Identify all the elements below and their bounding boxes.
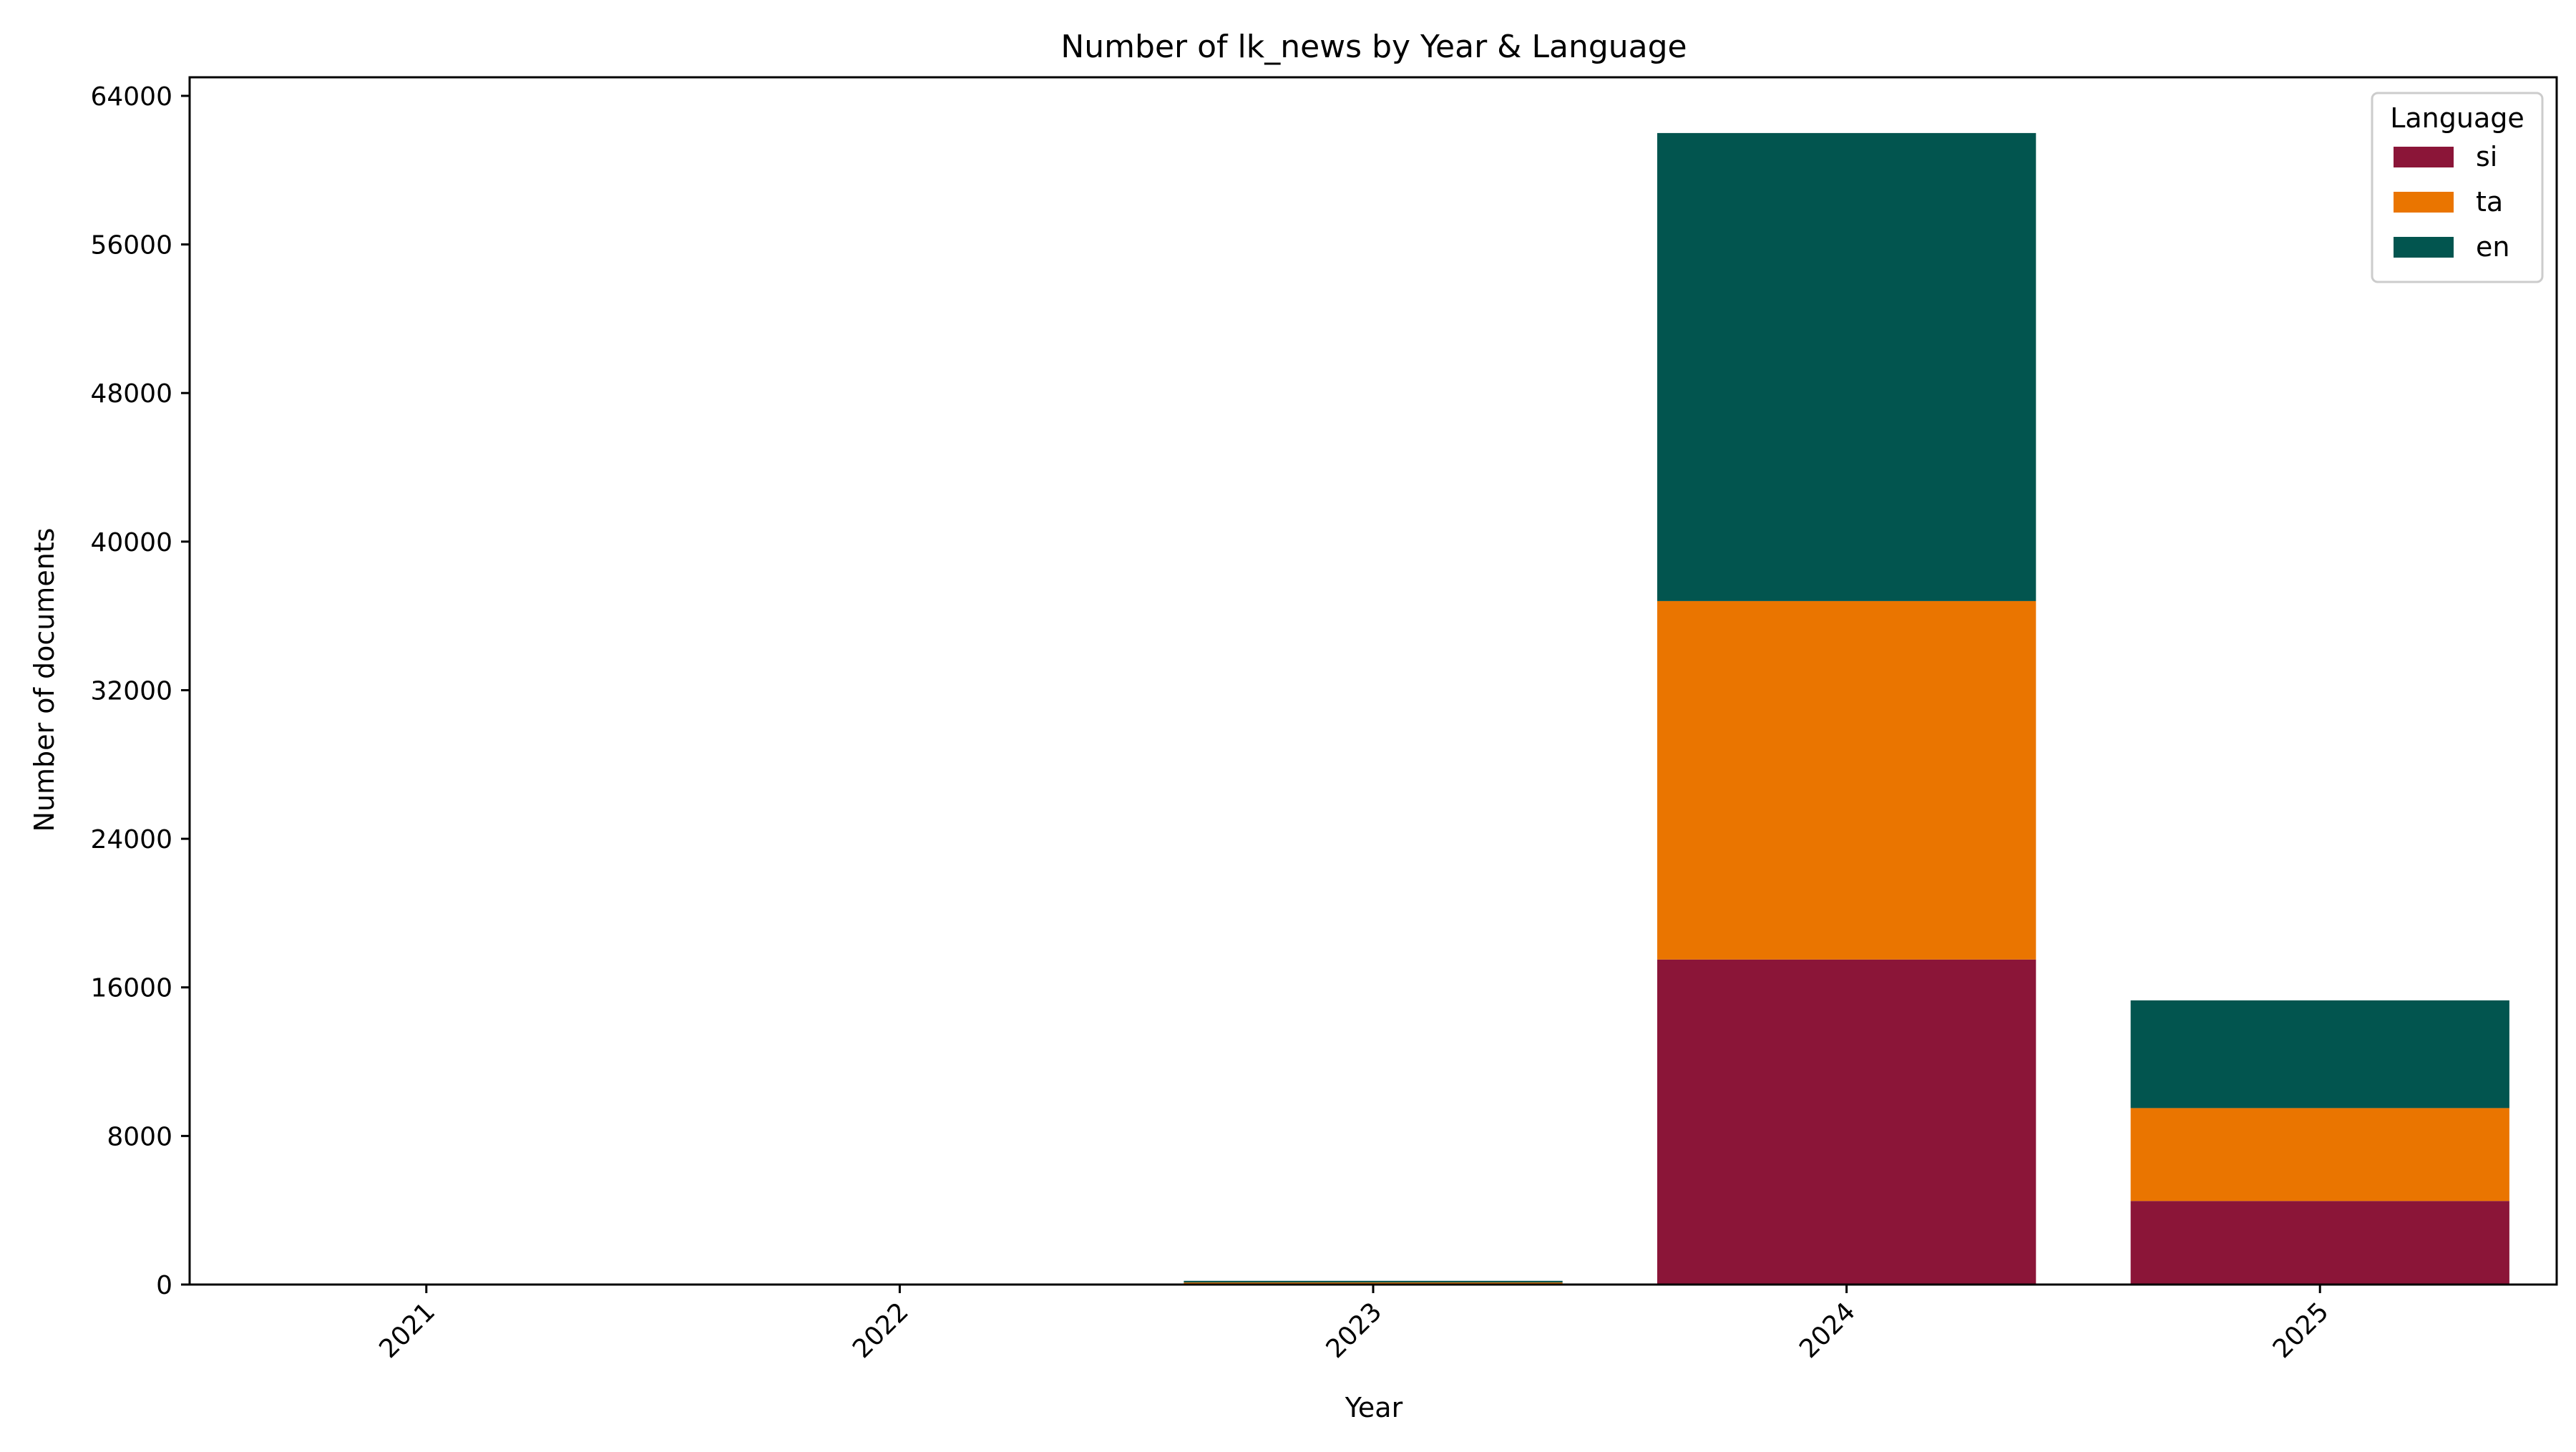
legend-swatch-ta: [2394, 192, 2454, 213]
bar-en-2024: [1657, 132, 2036, 601]
legend-swatch-si: [2394, 147, 2454, 167]
legend-items: si ta en: [2394, 141, 2509, 263]
x-tick-label: 2023: [1321, 1297, 1388, 1364]
x-tick-label: 2025: [2268, 1297, 2335, 1364]
bar-ta-2023: [1184, 1282, 1563, 1284]
bar-ta-2025: [2130, 1108, 2509, 1202]
bar-ta-2024: [1657, 600, 2036, 960]
legend-title: Language: [2390, 102, 2524, 134]
y-tick-label: 64000: [90, 82, 172, 112]
legend-label-si: si: [2476, 141, 2497, 172]
chart-title: Number of lk_news by Year & Language: [1060, 29, 1687, 65]
bars-layer: [1184, 132, 2509, 1285]
y-tick-label: 56000: [90, 231, 172, 260]
legend-label-en: en: [2476, 231, 2509, 263]
y-tick-label: 32000: [90, 676, 172, 706]
x-axis-label: Year: [1345, 1392, 1403, 1423]
x-tick-label: 2024: [1794, 1297, 1861, 1364]
bar-si-2025: [2130, 1201, 2509, 1285]
y-tick-label: 40000: [90, 528, 172, 557]
y-tick-label: 8000: [107, 1122, 172, 1151]
bar-en-2025: [2130, 1000, 2509, 1109]
y-axis-label: Number of documents: [29, 528, 60, 832]
legend-swatch-en: [2394, 237, 2454, 258]
bar-en-2023: [1184, 1280, 1563, 1283]
y-tick-label: 16000: [90, 974, 172, 1003]
legend-frame: [2371, 92, 2544, 283]
y-tick-label: 24000: [90, 825, 172, 854]
x-tick-label: 2021: [374, 1297, 441, 1364]
y-tick-label: 48000: [90, 379, 172, 409]
bar-si-2024: [1657, 959, 2036, 1285]
legend-label-ta: ta: [2476, 186, 2503, 218]
y-tick-label: 0: [156, 1271, 172, 1300]
x-tick-label: 2022: [847, 1297, 914, 1364]
legend: Language si ta en: [2371, 92, 2544, 283]
